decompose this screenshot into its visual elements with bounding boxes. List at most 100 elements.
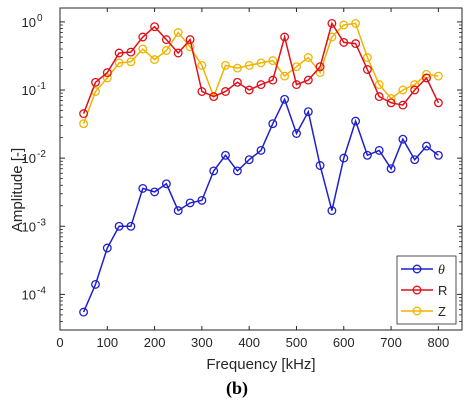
legend: θRZ bbox=[396, 255, 457, 325]
data-point-r bbox=[138, 32, 148, 42]
x-axis-label: Frequency [kHz] bbox=[206, 356, 315, 373]
legend-swatch-marker bbox=[412, 306, 422, 316]
data-point-z bbox=[374, 80, 384, 90]
data-point-theta bbox=[209, 166, 219, 176]
data-point-r bbox=[422, 73, 431, 83]
data-point-theta bbox=[256, 145, 266, 155]
data-point-r bbox=[280, 32, 290, 42]
data-point-z bbox=[150, 55, 160, 65]
legend-label: R bbox=[438, 283, 447, 298]
data-point-r bbox=[398, 100, 408, 110]
data-point-theta bbox=[422, 141, 431, 151]
legend-swatch-marker bbox=[412, 264, 422, 274]
x-tick-label: 0 bbox=[56, 335, 63, 350]
data-point-theta bbox=[185, 198, 195, 208]
data-point-r bbox=[410, 85, 420, 95]
x-tick-label: 400 bbox=[238, 335, 260, 350]
data-point-z bbox=[315, 68, 325, 78]
data-point-r bbox=[221, 87, 230, 96]
data-point-theta bbox=[173, 206, 183, 216]
data-point-theta bbox=[303, 107, 313, 117]
data-point-theta bbox=[351, 116, 361, 126]
data-point-theta bbox=[150, 187, 160, 197]
data-point-r bbox=[150, 22, 160, 32]
data-point-z bbox=[221, 60, 230, 70]
data-point-r bbox=[351, 39, 361, 49]
data-point-z bbox=[126, 57, 136, 67]
data-point-theta bbox=[244, 155, 254, 165]
y-tick-label: 10 bbox=[22, 83, 36, 98]
data-point-theta bbox=[292, 129, 301, 138]
x-tick-label: 100 bbox=[96, 335, 118, 350]
x-tick-label: 500 bbox=[286, 335, 308, 350]
data-point-r bbox=[232, 77, 242, 87]
data-point-r bbox=[268, 75, 278, 85]
data-point-z bbox=[410, 80, 420, 90]
data-point-z bbox=[303, 53, 313, 62]
data-point-r bbox=[244, 85, 254, 95]
data-point-theta bbox=[280, 94, 290, 104]
y-tick-label: 10 bbox=[22, 15, 36, 30]
data-point-z bbox=[433, 71, 443, 81]
data-point-theta bbox=[433, 150, 443, 160]
data-point-z bbox=[173, 28, 183, 37]
data-point-r bbox=[303, 75, 313, 85]
x-tick-label: 800 bbox=[428, 335, 450, 350]
data-point-theta bbox=[315, 161, 325, 170]
data-point-theta bbox=[138, 183, 148, 193]
y-tick-label: 10 bbox=[22, 151, 36, 166]
data-point-theta bbox=[268, 119, 278, 129]
series-line-r bbox=[82, 21, 440, 114]
data-point-z bbox=[102, 73, 112, 83]
data-point-r bbox=[362, 65, 372, 74]
data-point-r bbox=[197, 87, 207, 96]
y-axis-label: Amplitude [-] bbox=[9, 148, 26, 232]
y-tick-exponent: -3 bbox=[37, 217, 46, 228]
data-point-r bbox=[91, 77, 100, 87]
data-point-theta bbox=[79, 307, 89, 317]
x-tick-label: 700 bbox=[380, 335, 402, 350]
data-point-theta bbox=[386, 164, 396, 174]
data-point-theta bbox=[339, 153, 349, 163]
data-point-r bbox=[209, 92, 219, 102]
data-point-z bbox=[398, 85, 408, 95]
data-point-r bbox=[315, 62, 325, 72]
data-point-z bbox=[339, 20, 349, 30]
data-point-z bbox=[280, 71, 290, 81]
data-point-r bbox=[126, 47, 136, 57]
data-point-theta bbox=[102, 243, 112, 253]
y-tick-exponent: -4 bbox=[37, 285, 46, 296]
data-point-z bbox=[362, 53, 372, 62]
data-point-z bbox=[351, 18, 361, 28]
plot-marks bbox=[79, 18, 443, 317]
x-tick-label: 200 bbox=[144, 335, 166, 350]
data-point-theta bbox=[398, 134, 408, 144]
data-point-theta bbox=[161, 179, 171, 189]
data-point-z bbox=[244, 60, 254, 70]
data-point-r bbox=[256, 80, 266, 90]
data-point-theta bbox=[114, 221, 124, 231]
data-point-theta bbox=[374, 145, 384, 155]
data-point-z bbox=[138, 44, 148, 54]
y-tick-exponent: -2 bbox=[37, 149, 46, 160]
data-point-r bbox=[386, 98, 396, 108]
y-tick-exponent: -1 bbox=[37, 81, 46, 92]
data-point-theta bbox=[221, 150, 230, 160]
data-point-r bbox=[161, 35, 171, 45]
data-point-z bbox=[256, 58, 266, 68]
data-point-theta bbox=[91, 279, 100, 289]
data-point-z bbox=[161, 46, 171, 55]
x-tick-label: 600 bbox=[333, 335, 355, 350]
data-point-z bbox=[232, 63, 242, 73]
data-point-r bbox=[102, 68, 112, 78]
data-point-theta bbox=[362, 150, 372, 160]
data-point-theta bbox=[327, 206, 337, 216]
data-point-z bbox=[197, 60, 207, 70]
series-line-z bbox=[82, 22, 439, 124]
data-point-r bbox=[292, 80, 301, 90]
y-tick-label: 10 bbox=[22, 287, 36, 302]
legend-label: Z bbox=[438, 304, 446, 319]
data-point-r bbox=[327, 18, 337, 28]
